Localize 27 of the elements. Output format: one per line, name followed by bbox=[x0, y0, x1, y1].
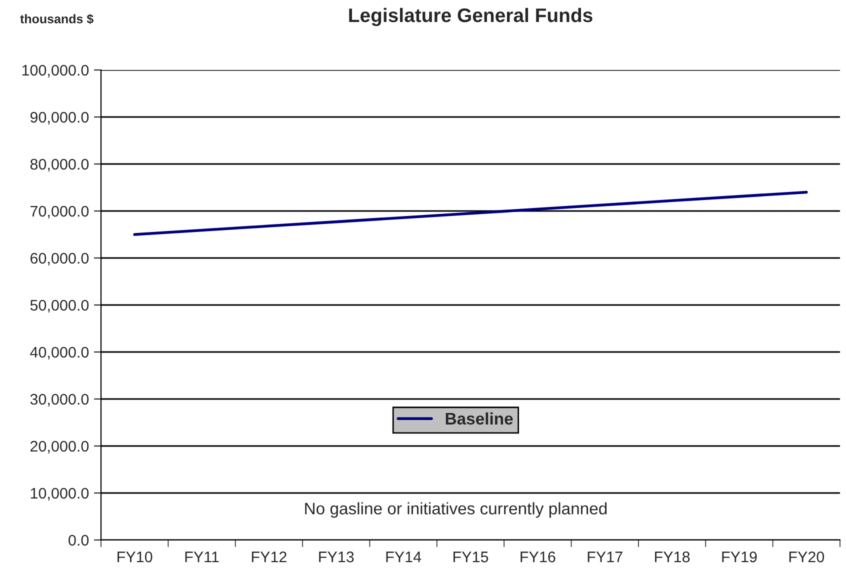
x-tick-label: FY19 bbox=[722, 552, 757, 562]
x-tick-label: FY20 bbox=[789, 552, 824, 562]
x-tick-label: FY11 bbox=[185, 552, 219, 562]
line-series bbox=[133, 190, 808, 236]
x-tick-label: FY17 bbox=[588, 552, 622, 562]
x-tick-label: FY13 bbox=[319, 552, 354, 562]
y-tick-label: 60,000.0 bbox=[30, 252, 89, 266]
y-tick-label: 100,000.0 bbox=[22, 64, 89, 78]
y-tick-label: 80,000.0 bbox=[30, 158, 89, 172]
x-tick-label: FY16 bbox=[520, 552, 556, 562]
y-tick-label: 50,000.0 bbox=[30, 300, 89, 312]
y-tick-label: 30,000.0 bbox=[30, 394, 89, 406]
legend-label: Baseline bbox=[446, 412, 513, 425]
y-tick-label: 20,000.0 bbox=[30, 440, 89, 454]
y-tick-label: 40,000.0 bbox=[30, 346, 89, 360]
chart-title: Legislature General Funds bbox=[349, 8, 592, 26]
y-tick-label: 90,000.0 bbox=[30, 112, 89, 124]
y-tick-label: 0.0 bbox=[68, 534, 89, 546]
x-tick-label: FY12 bbox=[252, 552, 286, 562]
x-tick-label: FY14 bbox=[386, 552, 422, 562]
y-axis-title: thousands $ bbox=[20, 14, 94, 24]
x-tick-label: FY15 bbox=[453, 552, 488, 562]
y-tick-label: 70,000.0 bbox=[30, 206, 89, 218]
y-tick-label: 10,000.0 bbox=[30, 488, 89, 500]
x-tick-label: FY10 bbox=[118, 552, 152, 562]
annotation: No gasline or initiatives currently planned bbox=[305, 502, 607, 518]
x-tick-label: FY18 bbox=[655, 552, 690, 562]
